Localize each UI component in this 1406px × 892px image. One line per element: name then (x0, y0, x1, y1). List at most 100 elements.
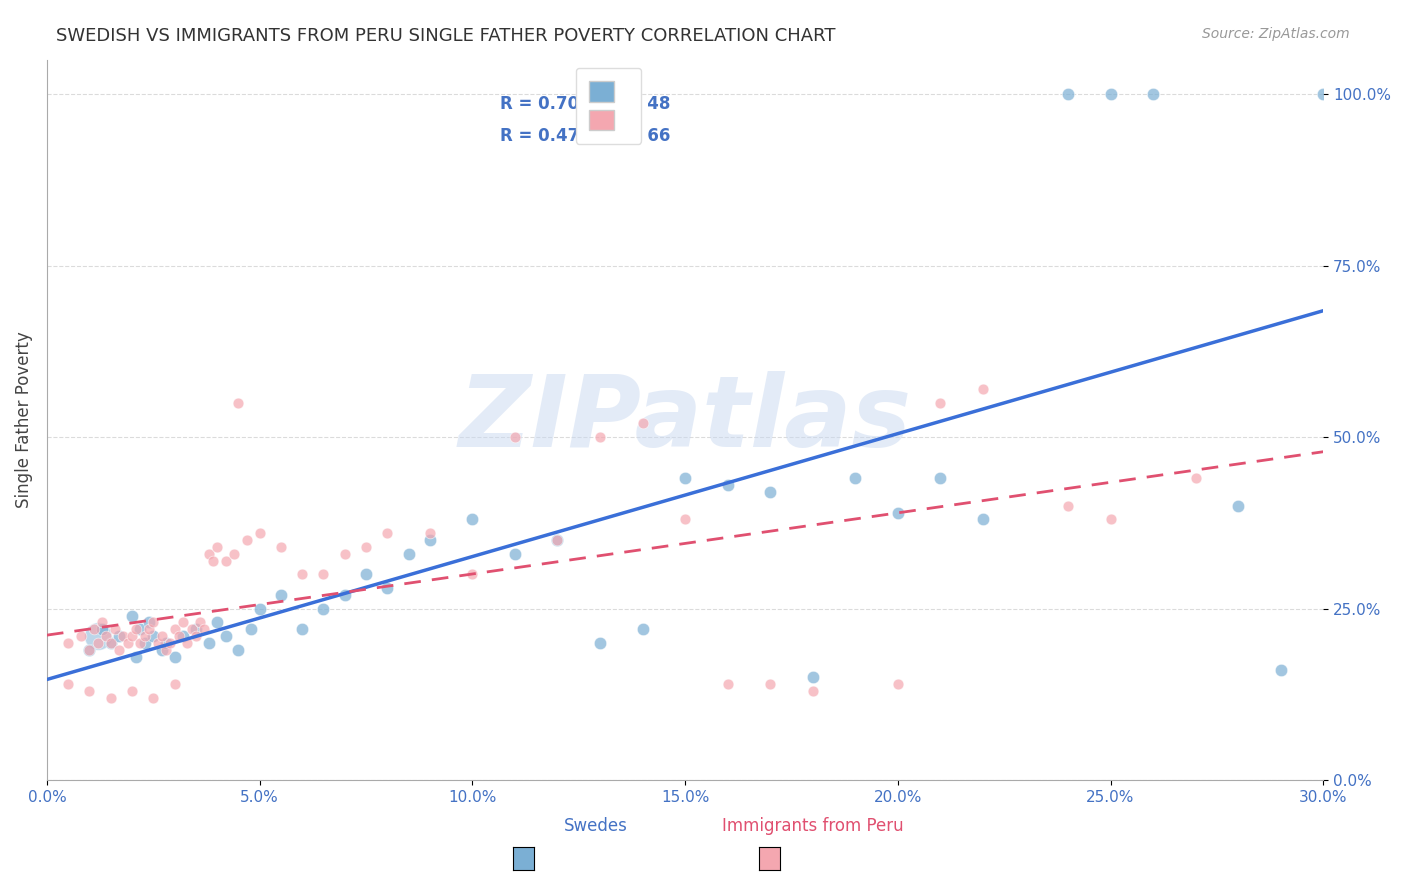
Point (121, 629, 143, 643)
Point (138, 623, 160, 637)
Point (972, 512, 994, 526)
Point (134, 636, 156, 650)
Point (155, 643, 177, 657)
Point (146, 636, 169, 650)
Point (270, 588, 292, 602)
Point (375, 581, 398, 595)
Point (631, 623, 654, 637)
Point (929, 471, 952, 485)
Point (79, 643, 101, 657)
Point (167, 629, 190, 643)
Point (142, 615, 165, 630)
Point (240, 623, 263, 637)
Point (1227, 499, 1250, 513)
Point (142, 629, 165, 643)
Point (1270, 664, 1292, 678)
Text: SWEDISH VS IMMIGRANTS FROM PERU SINGLE FATHER POVERTY CORRELATION CHART: SWEDISH VS IMMIGRANTS FROM PERU SINGLE F… (56, 27, 835, 45)
Point (354, 567, 377, 582)
Text: R = 0.707   N = 48: R = 0.707 N = 48 (501, 95, 671, 112)
Point (1099, 512, 1122, 526)
Point (125, 623, 148, 637)
Point (333, 588, 356, 602)
Point (163, 649, 186, 664)
Point (589, 430, 612, 444)
Point (142, 690, 165, 705)
Point (717, 478, 740, 492)
Point (291, 567, 314, 582)
Point (214, 629, 236, 643)
Point (100, 636, 122, 650)
Point (121, 608, 143, 623)
Point (801, 684, 824, 698)
Point (631, 417, 654, 431)
Point (1142, 87, 1164, 101)
Point (398, 547, 420, 561)
Point (1099, 87, 1122, 101)
Point (108, 643, 131, 657)
Point (129, 636, 152, 650)
Point (172, 615, 194, 630)
Point (214, 554, 236, 568)
Point (150, 643, 173, 657)
Point (56, 677, 79, 691)
Point (129, 623, 152, 637)
Point (172, 629, 194, 643)
Point (87, 629, 110, 643)
Text: Source: ZipAtlas.com: Source: ZipAtlas.com (1202, 27, 1350, 41)
Point (197, 636, 219, 650)
Y-axis label: Single Father Poverty: Single Father Poverty (15, 332, 32, 508)
Point (125, 649, 148, 664)
Point (205, 540, 228, 554)
Point (150, 629, 173, 643)
Point (1312, 87, 1334, 101)
Point (228, 396, 250, 410)
Point (79, 684, 101, 698)
Point (887, 677, 910, 691)
Point (759, 485, 782, 500)
Point (844, 471, 866, 485)
Point (104, 623, 127, 637)
Point (222, 547, 245, 561)
Point (236, 533, 259, 547)
Point (56, 636, 79, 650)
Point (176, 636, 198, 650)
Point (312, 567, 335, 582)
Point (461, 567, 484, 582)
Point (163, 677, 186, 691)
Point (201, 554, 224, 568)
Point (801, 670, 824, 684)
Point (717, 677, 740, 691)
Point (205, 615, 228, 630)
Point (180, 623, 202, 637)
Point (333, 547, 356, 561)
Point (759, 677, 782, 691)
Point (887, 506, 910, 520)
Text: Swedes: Swedes (564, 817, 627, 835)
Point (197, 547, 219, 561)
Point (249, 601, 271, 615)
Point (419, 533, 441, 547)
Point (100, 636, 122, 650)
Point (112, 629, 135, 643)
Text: ZIPatlas: ZIPatlas (458, 371, 911, 468)
Point (184, 629, 207, 643)
Point (121, 684, 143, 698)
Point (1057, 87, 1080, 101)
Point (673, 471, 696, 485)
Point (159, 636, 181, 650)
Point (312, 601, 335, 615)
Point (546, 533, 568, 547)
Point (155, 636, 177, 650)
Point (87, 636, 110, 650)
Point (96, 629, 118, 643)
Legend: , : , (576, 68, 641, 144)
Point (228, 643, 250, 657)
Point (354, 540, 377, 554)
Point (100, 690, 122, 705)
Point (117, 636, 139, 650)
Point (193, 623, 215, 637)
Point (134, 629, 156, 643)
Point (673, 512, 696, 526)
Point (249, 526, 271, 541)
Point (1184, 471, 1206, 485)
